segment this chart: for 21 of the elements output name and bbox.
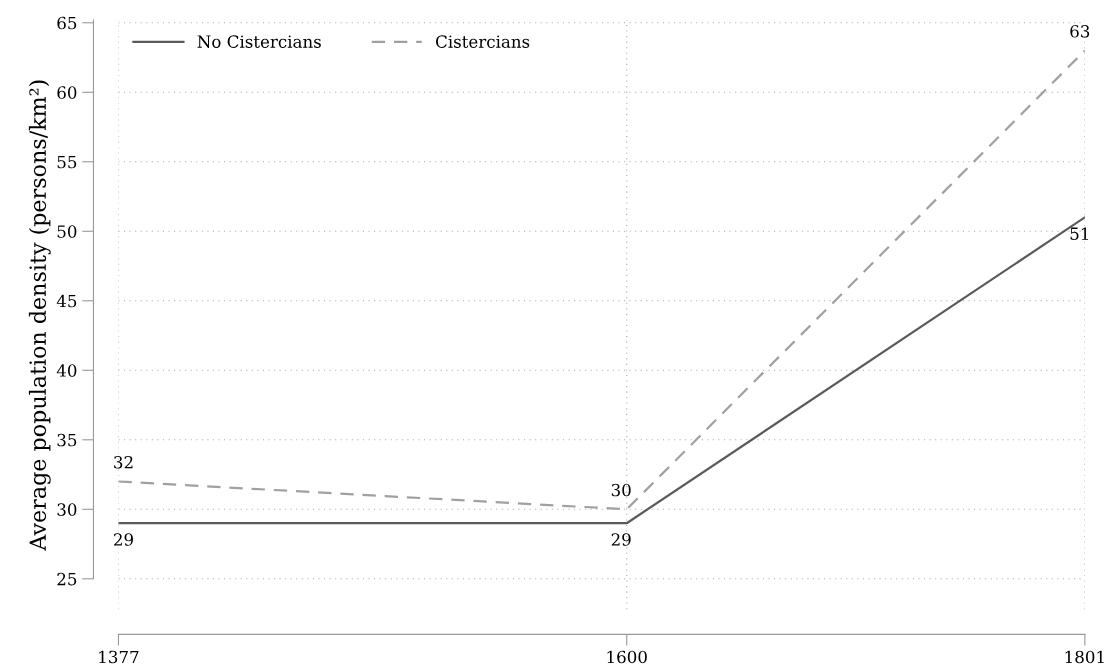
data-label: 32 xyxy=(114,455,133,469)
x-tick-label: 1377 xyxy=(99,650,139,664)
y-tick-label: 30 xyxy=(57,503,77,516)
y-tick-label: 50 xyxy=(57,225,77,238)
legend-label: No Cistercians xyxy=(197,35,321,48)
data-label: 51 xyxy=(1070,227,1089,240)
data-label: 29 xyxy=(611,533,631,546)
data-label: 63 xyxy=(1070,25,1090,38)
y-tick-label: 40 xyxy=(56,364,77,377)
y-tick-label: 55 xyxy=(57,155,77,169)
data-label: 30 xyxy=(611,483,631,497)
y-tick-label: 35 xyxy=(57,433,77,447)
y-tick-label: 45 xyxy=(56,294,77,308)
legend-label: Cistercians xyxy=(436,35,530,48)
y-tick-label: 60 xyxy=(57,86,77,99)
x-tick-label: 1801 xyxy=(1065,650,1104,664)
y-axis-title: Average population density (persons/km²) xyxy=(28,80,51,551)
y-tick-label: 25 xyxy=(57,572,77,586)
data-label: 29 xyxy=(114,533,133,546)
y-tick-label: 65 xyxy=(57,16,77,30)
x-tick-label: 1600 xyxy=(607,650,647,664)
